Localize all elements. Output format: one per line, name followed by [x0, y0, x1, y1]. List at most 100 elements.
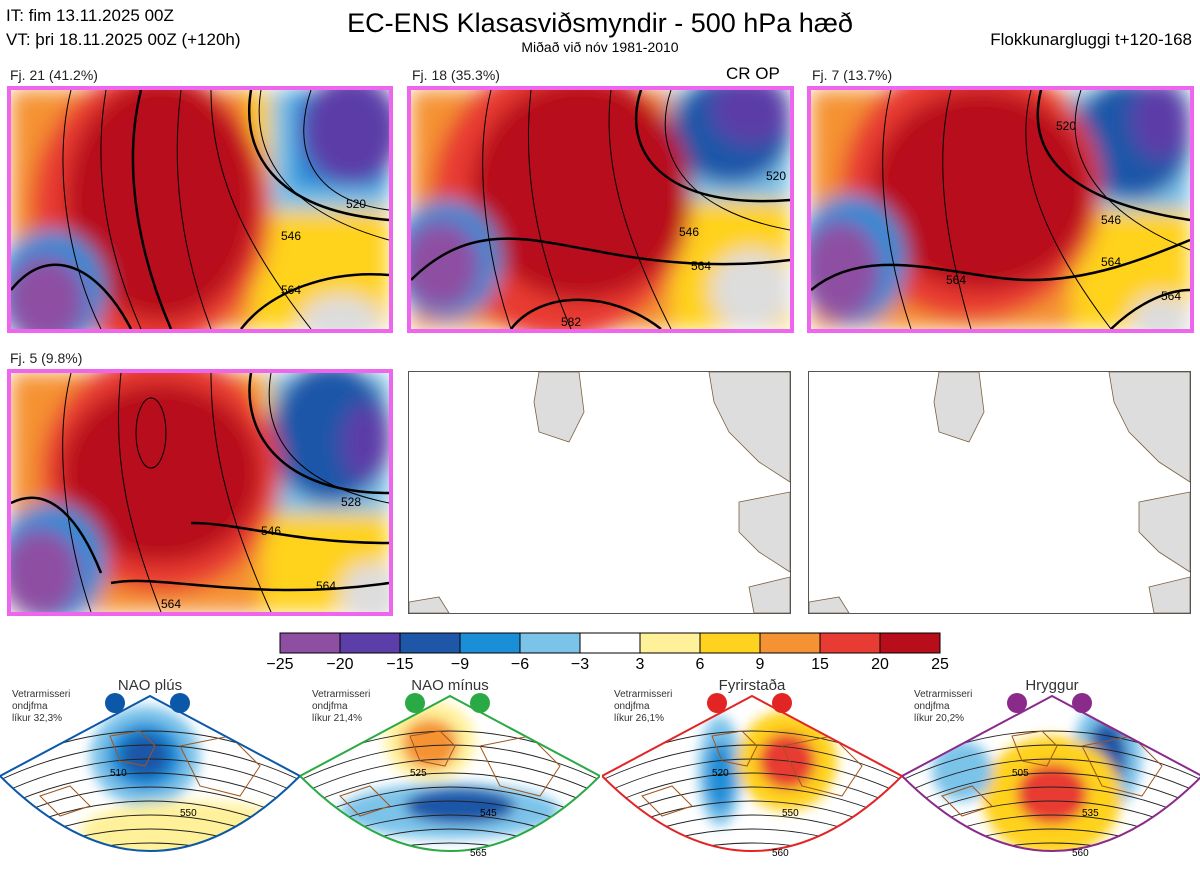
regime-note-line: líkur 26,1%	[614, 713, 665, 724]
regime-marker	[170, 693, 190, 713]
header-info: IT: fim 13.11.2025 00Z VT: þri 18.11.202…	[6, 4, 241, 52]
contour-label: 520	[766, 169, 786, 183]
cluster-map-3: 546 564 520 564 564	[807, 86, 1194, 333]
colorbar-tick-label: 9	[755, 656, 765, 673]
contour-label: 582	[561, 315, 581, 329]
regime-note: Vetrarmisseri ondjfma líkur 21,4%	[312, 689, 370, 725]
colorbar	[278, 632, 948, 659]
regime-note-line: líkur 20,2%	[914, 713, 965, 724]
regime-contour	[602, 800, 902, 837]
regime-contour	[902, 842, 1200, 851]
cluster-map-1: 546 564 520	[7, 86, 393, 333]
regime-contour	[300, 842, 600, 851]
colorbar-swatch	[699, 632, 761, 654]
regime-contour	[300, 786, 600, 823]
regime-note-line: líkur 21,4%	[312, 713, 363, 724]
regime-note-line: Vetrarmisseri	[12, 689, 71, 700]
colorbar-tick-label: 20	[871, 656, 889, 673]
regime-note-line: ondjfma	[12, 701, 48, 712]
regime-title: NAO mínus	[411, 677, 489, 694]
regime-anomaly-blob	[405, 788, 515, 824]
empty-map-5	[408, 371, 791, 614]
regime-contour	[902, 758, 1200, 795]
regime-marker	[707, 693, 727, 713]
colorbar-swatch	[279, 632, 341, 654]
regime-contour	[300, 772, 600, 809]
regime-coastline	[39, 730, 261, 817]
regime-anomaly-blob	[706, 741, 734, 811]
contour-label: 520	[1056, 119, 1076, 133]
regime-coastline	[941, 730, 1163, 817]
regime-title: Fyrirstaða	[718, 677, 786, 694]
contour-label: 564	[161, 597, 181, 611]
regime-contour	[902, 772, 1200, 809]
regime-contour	[300, 744, 600, 781]
cluster-3-label: Fj. 7 (13.7%)	[812, 67, 893, 83]
regime-note-line: ondjfma	[914, 701, 950, 712]
contour-label: 564	[281, 283, 301, 297]
regime-note-line: líkur 32,3%	[12, 713, 63, 724]
contour-label: 564	[946, 273, 966, 287]
regime-title: NAO plús	[117, 677, 183, 694]
colorbar-tick-label: −15	[386, 656, 414, 673]
regime-coastline	[641, 730, 863, 817]
regime-outline	[0, 694, 300, 852]
regime-note-line: ondjfma	[614, 701, 650, 712]
colorbar-tick-label: 6	[695, 656, 705, 673]
regime-note: Vetrarmisseri ondjfma líkur 26,1%	[614, 689, 672, 725]
anomaly-field-4: 546 564 564 528	[11, 373, 389, 612]
regime-outline	[300, 694, 600, 852]
cluster-4-label: Fj. 5 (9.8%)	[10, 350, 83, 366]
regime-coastline	[339, 730, 561, 817]
colorbar-tick-label: −3	[570, 656, 590, 673]
regime-contour-label: 525	[410, 768, 427, 779]
colorbar-swatch	[339, 632, 401, 654]
regime-map: 510 550	[0, 693, 300, 852]
contour-label: 564	[691, 259, 711, 273]
regime-contour	[0, 772, 300, 809]
init-time: IT: fim 13.11.2025 00Z	[6, 6, 174, 25]
colorbar-swatch	[879, 632, 941, 654]
regime-contour-label: 550	[782, 808, 799, 819]
classification-window: Flokkunargluggi t+120-168	[990, 30, 1192, 49]
regime-contour	[902, 744, 1200, 781]
regime-contour	[0, 744, 300, 781]
regime-title: Hryggur	[1025, 677, 1079, 694]
colorbar-swatch	[399, 632, 461, 654]
regime-note: Vetrarmisseri ondjfma líkur 20,2%	[914, 689, 972, 725]
colorbar-swatches	[279, 632, 941, 654]
regime-outline	[602, 694, 902, 852]
regime-contour	[602, 786, 902, 823]
regime-map: 520 550 560	[602, 693, 902, 859]
contour-label: 546	[261, 524, 281, 538]
colorbar-swatch	[519, 632, 581, 654]
cr-op-marker: CR OP	[726, 64, 780, 83]
regime-note: Vetrarmisseri ondjfma líkur 32,3%	[12, 689, 70, 725]
contour-label: 546	[679, 225, 699, 239]
regime-marker	[470, 693, 490, 713]
coastline-6	[809, 372, 1190, 613]
colorbar-swatch	[459, 632, 521, 654]
regime-marker	[405, 693, 425, 713]
regime-note-line: ondjfma	[312, 701, 348, 712]
regime-panel: 510 550 NAO plús Vetrarmisseri ondjfma líkur …	[0, 676, 300, 871]
colorbar-tick-label: −6	[510, 656, 530, 673]
regime-contour	[0, 786, 300, 823]
regime-note-line: Vetrarmisseri	[914, 689, 973, 700]
regime-contour-label: 510	[110, 768, 127, 779]
valid-time: VT: þri 18.11.2025 00Z (+120h)	[6, 30, 241, 49]
contour-label: 564	[316, 579, 336, 593]
regime-marker	[105, 693, 125, 713]
regime-anomaly-blob	[1017, 764, 1087, 824]
cluster-map-4: 546 564 564 528	[7, 369, 393, 616]
chart-subtitle: Miðað við nóv 1981-2010	[521, 39, 679, 55]
colorbar-swatch	[639, 632, 701, 654]
chart-title: EC-ENS Klasasviðsmyndir - 500 hPa hæð	[347, 8, 853, 38]
contour-label: 528	[341, 495, 361, 509]
colorbar-swatch	[579, 632, 641, 654]
regime-anomaly-blob	[932, 741, 992, 801]
colorbar-swatch	[819, 632, 881, 654]
anomaly-field-2: 546 564 520 582	[411, 90, 790, 329]
contour-label: 546	[281, 229, 301, 243]
regime-contour-label: 565	[470, 848, 487, 859]
